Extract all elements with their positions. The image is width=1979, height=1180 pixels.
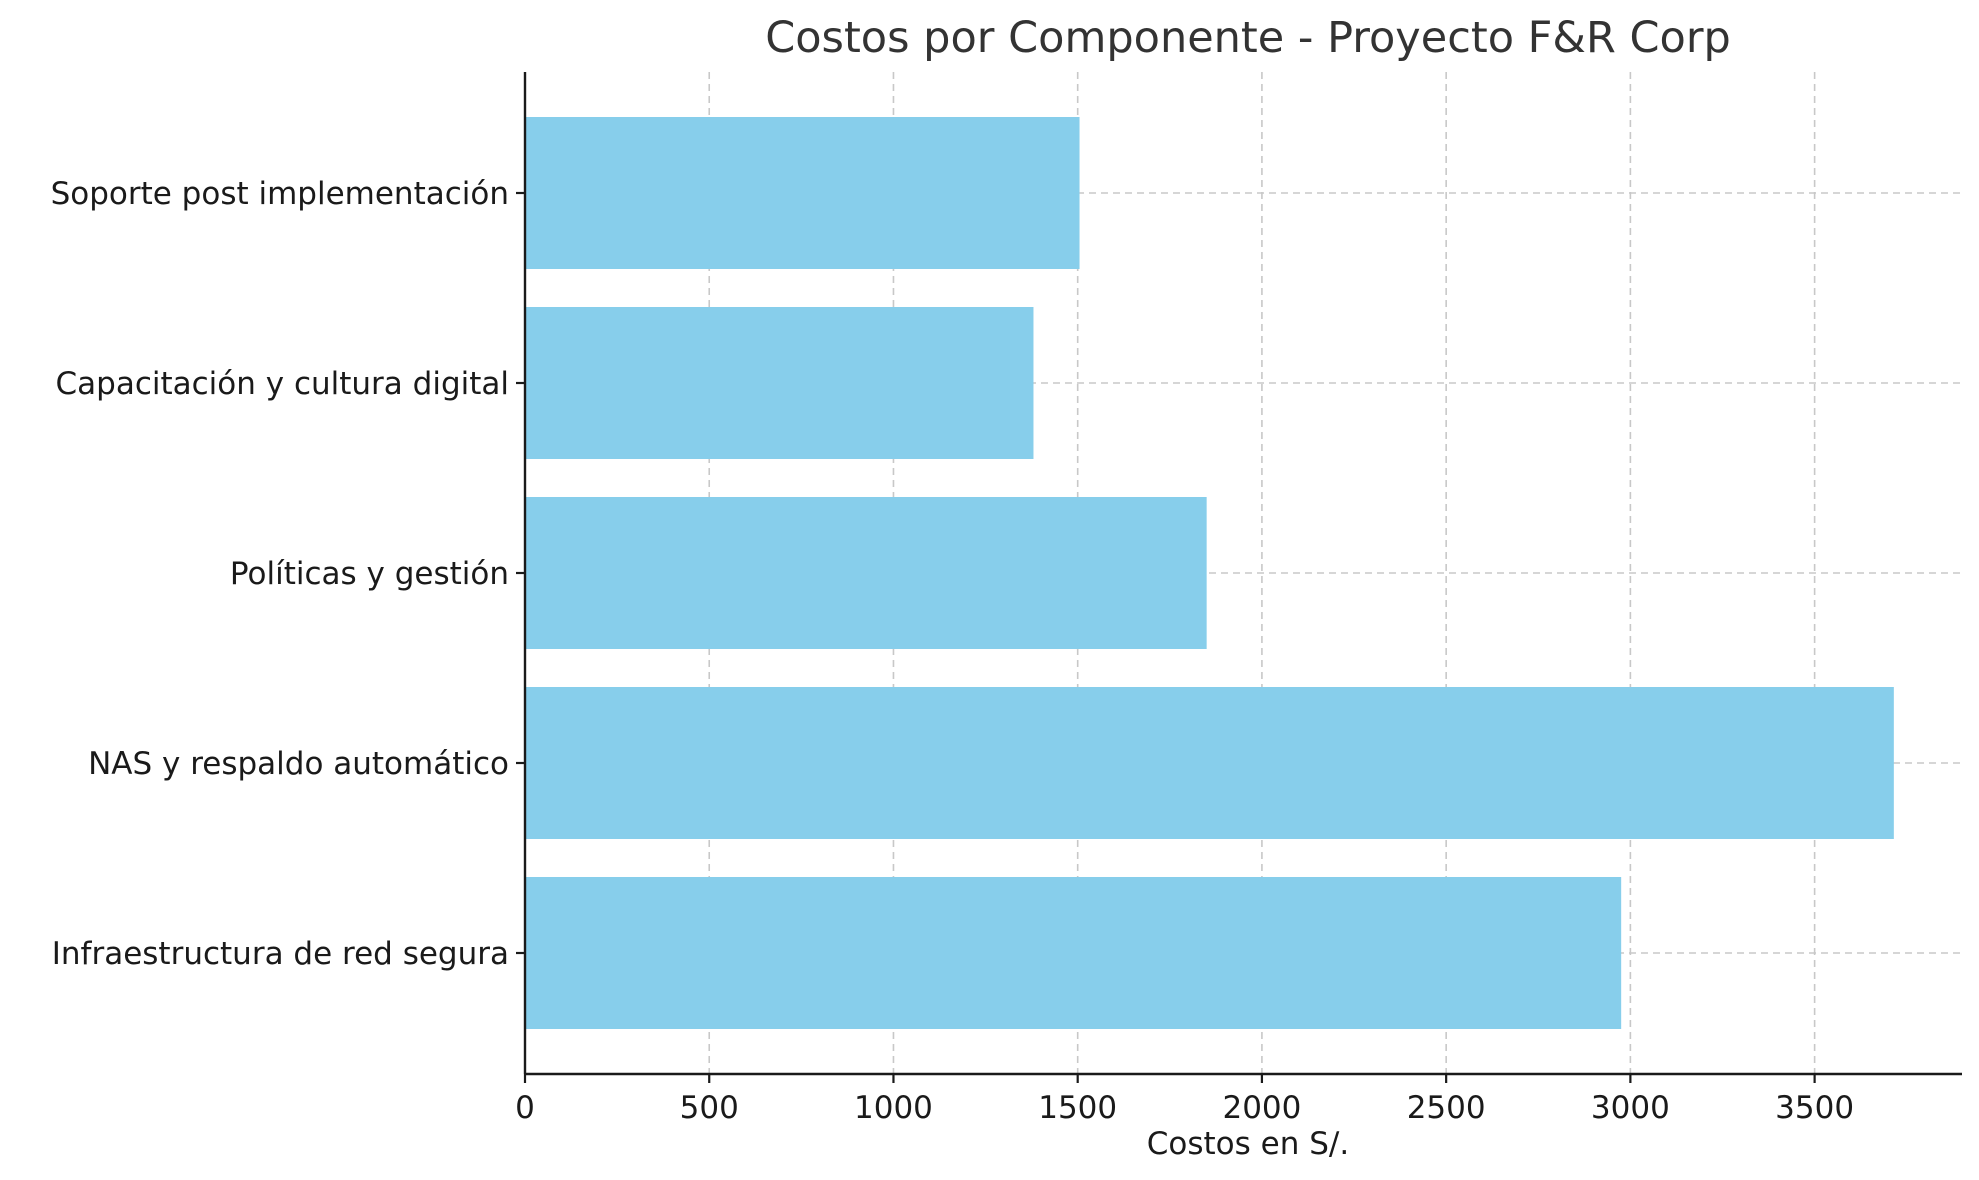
x-axis-ticks: 0 500 1000 1500 2000 2500 3000 3500 [515,1074,1854,1126]
x-tick-label-2000: 2000 [1222,1090,1301,1126]
y-axis-ticks: Infraestructura de red segura NAS y respa… [51,176,525,972]
x-tick-label-500: 500 [680,1090,739,1126]
chart-title: Costos por Componente - Proyecto F&R Cor… [765,13,1731,63]
x-tick-label-3000: 3000 [1591,1090,1670,1126]
bar-0 [525,877,1622,1029]
bar-2 [525,497,1207,649]
bar-1 [525,687,1894,839]
bars [525,117,1894,1029]
y-tick-label-1: NAS y respaldo automático [88,746,509,782]
y-tick-label-2: Políticas y gestión [230,556,509,592]
bar-4 [525,117,1080,269]
y-tick-label-0: Infraestructura de red segura [52,936,509,972]
bar-3 [525,307,1034,459]
x-axis-label: Costos en S/. [1147,1126,1349,1162]
y-tick-label-4: Soporte post implementación [51,176,509,212]
x-tick-label-1500: 1500 [1038,1090,1117,1126]
x-tick-label-2500: 2500 [1407,1090,1486,1126]
x-tick-label-0: 0 [515,1090,535,1126]
y-tick-label-3: Capacitación y cultura digital [56,366,510,402]
x-tick-label-1000: 1000 [854,1090,933,1126]
x-tick-label-3500: 3500 [1775,1090,1854,1126]
